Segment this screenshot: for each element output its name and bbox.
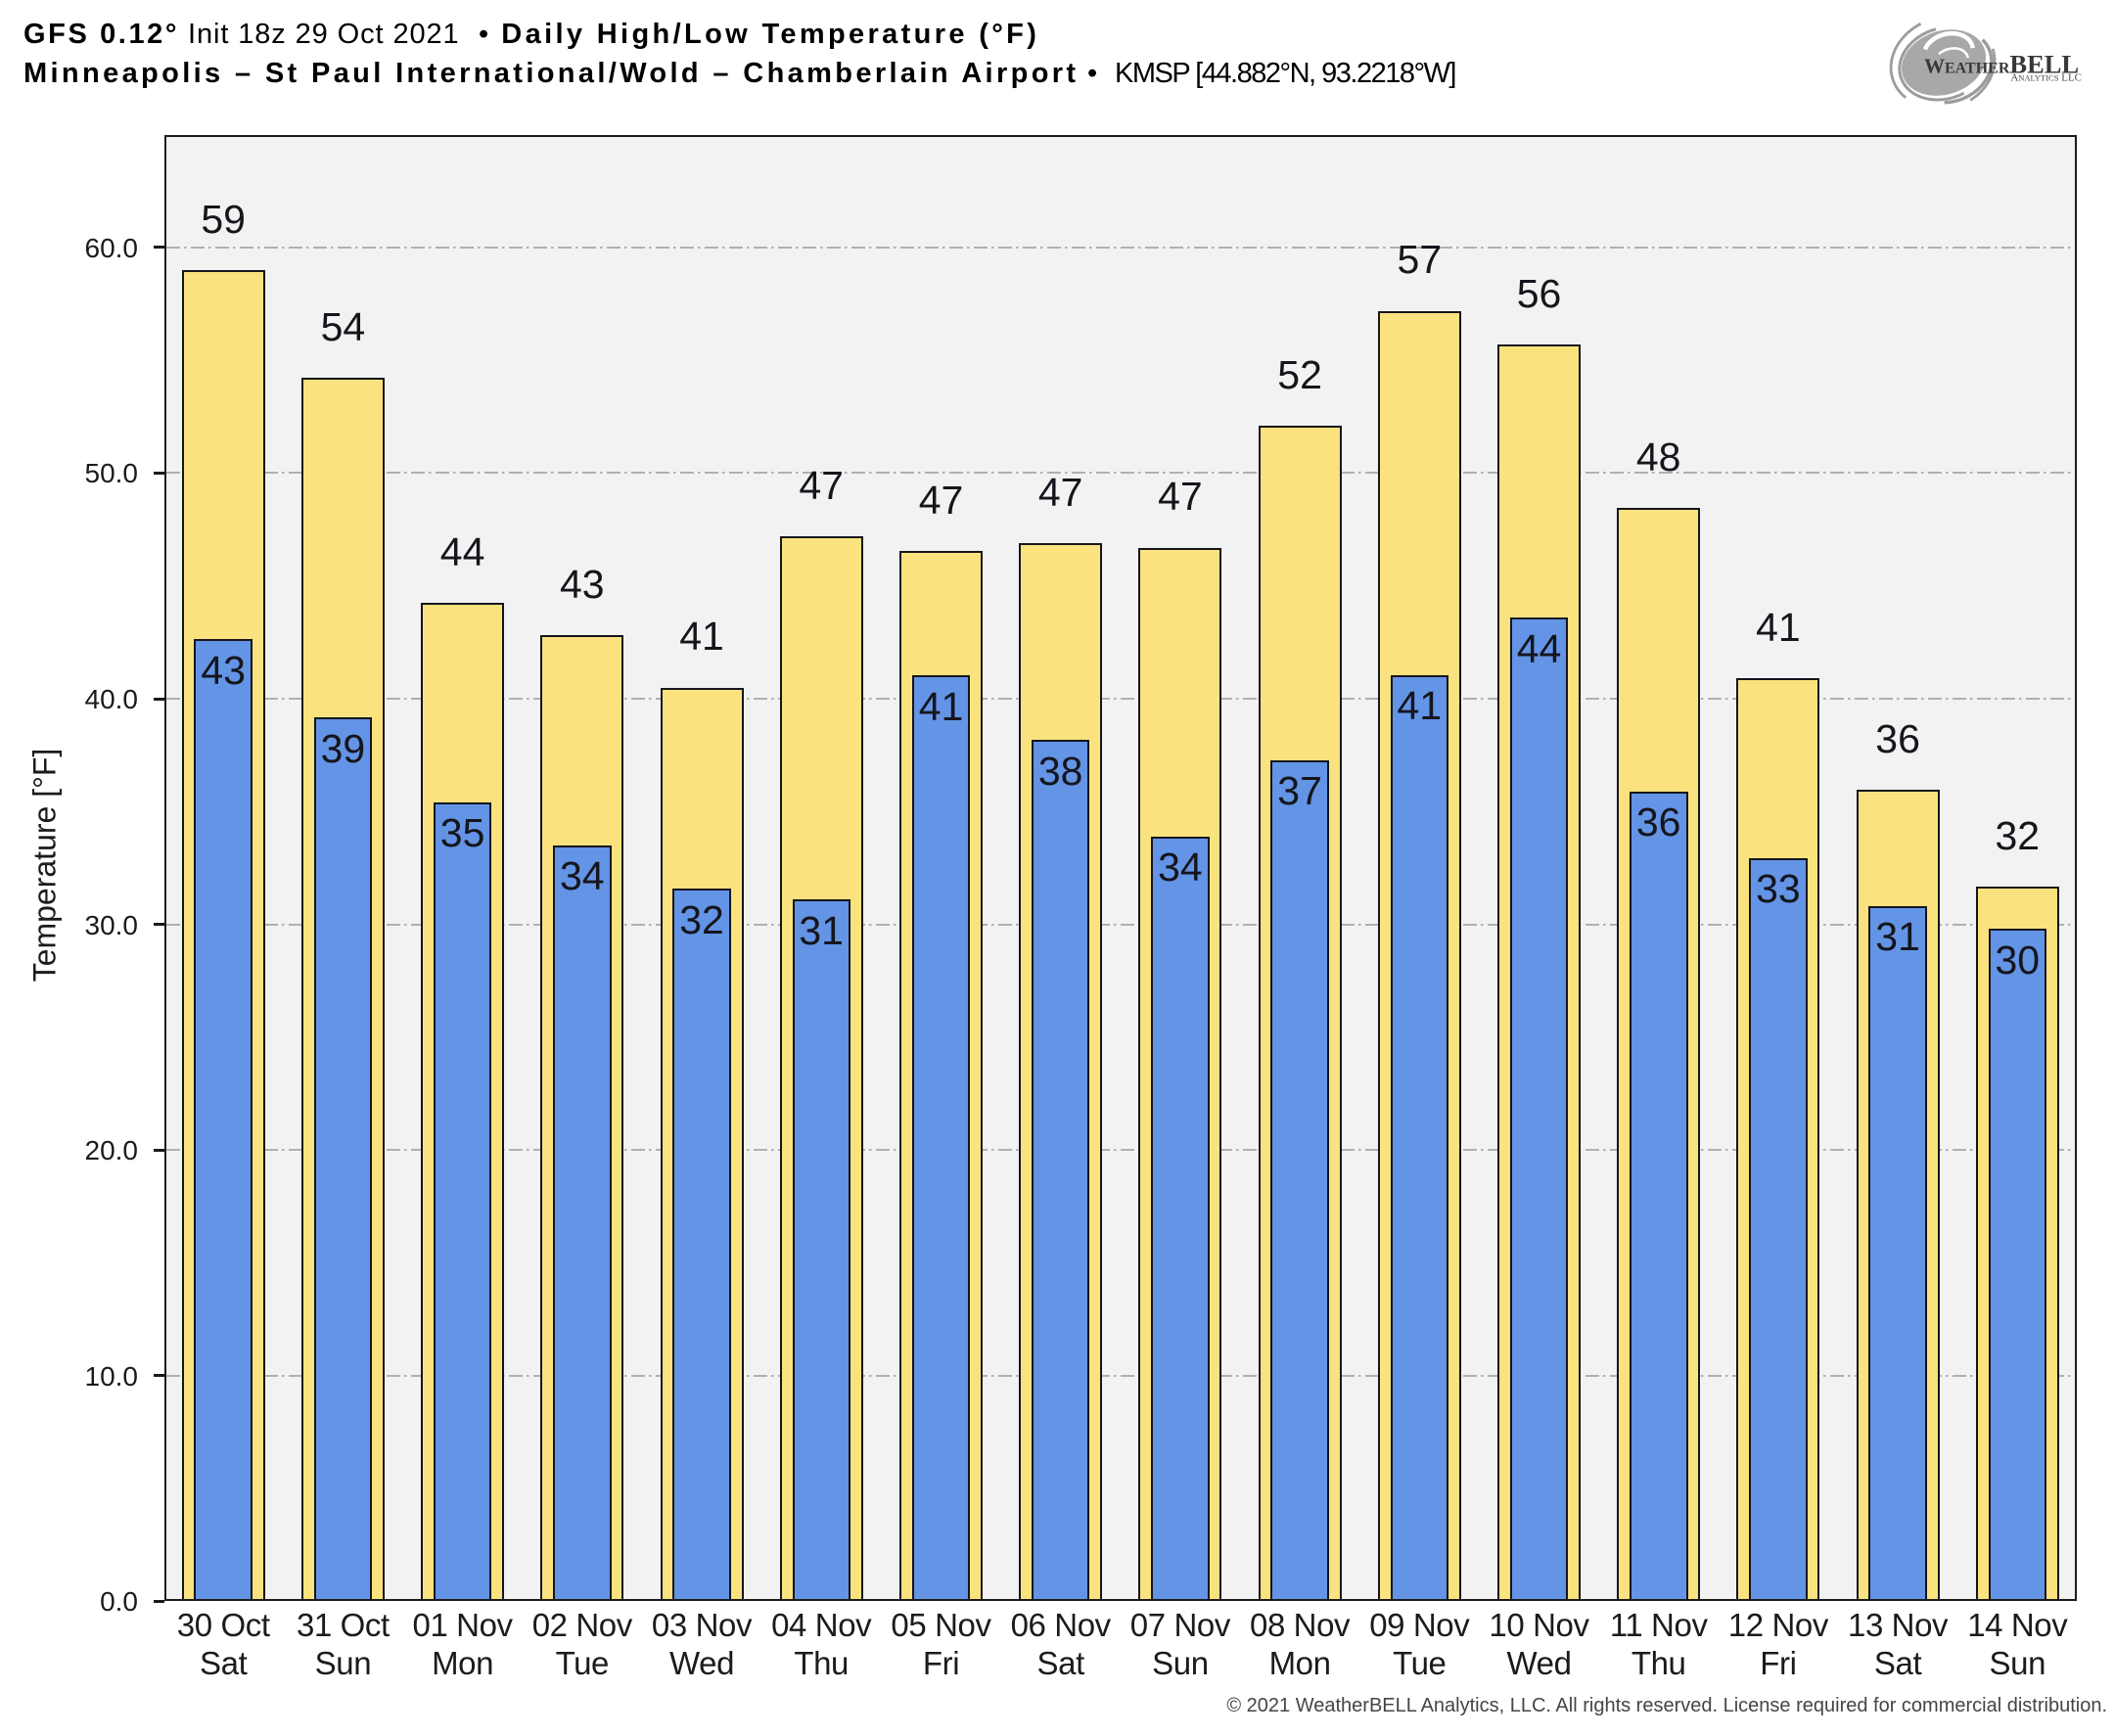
svg-text:ANALYTICS LLC: ANALYTICS LLC — [2010, 72, 2082, 84]
svg-text:WEATHERBELL: WEATHERBELL — [1924, 50, 2079, 79]
